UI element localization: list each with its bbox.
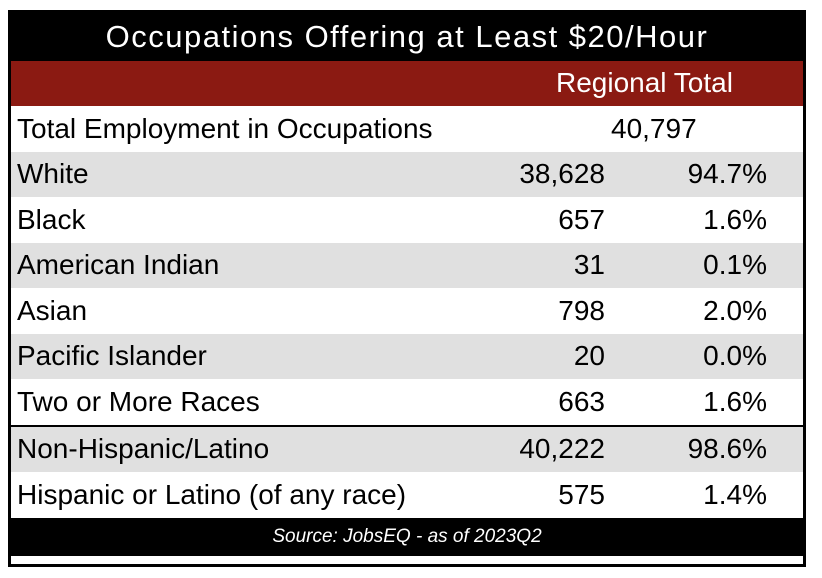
row-total-value: 40,797: [611, 112, 697, 144]
table-row: White 38,628 94.7%: [11, 151, 803, 197]
row-count: 20: [573, 340, 605, 372]
row-percent: 1.6%: [703, 203, 767, 235]
table-row: American Indian 31 0.1%: [11, 242, 803, 288]
row-label: Black: [17, 203, 86, 235]
table-row: Pacific Islander 20 0.0%: [11, 333, 803, 379]
table-subheader: Regional Total: [11, 61, 803, 106]
row-label: Total Employment in Occupations: [17, 112, 433, 144]
row-label: Pacific Islander: [17, 340, 207, 372]
row-label: Asian: [17, 294, 88, 326]
row-label: Non-Hispanic/Latino: [17, 433, 270, 465]
row-count: 657: [558, 203, 605, 235]
table-row-total: Total Employment in Occupations 40,797: [11, 106, 803, 152]
row-label: White: [17, 158, 89, 190]
table-title: Occupations Offering at Least $20/Hour: [11, 13, 803, 61]
table-row: Non-Hispanic/Latino 40,222 98.6%: [11, 424, 803, 472]
table-row: Black 657 1.6%: [11, 197, 803, 243]
table-row: Hispanic or Latino (of any race) 575 1.4…: [11, 472, 803, 518]
occupations-table: Occupations Offering at Least $20/Hour R…: [8, 10, 806, 567]
row-percent: 98.6%: [687, 433, 767, 465]
row-label: Hispanic or Latino (of any race): [17, 478, 407, 510]
row-count: 663: [558, 385, 605, 417]
row-percent: 0.0%: [703, 340, 767, 372]
row-percent: 1.6%: [703, 385, 767, 417]
row-label: American Indian: [17, 249, 220, 281]
table-row: Two or More Races 663 1.6%: [11, 379, 803, 425]
row-count: 798: [558, 294, 605, 326]
source-footer: Source: JobsEQ - as of 2023Q2: [11, 517, 803, 556]
table-row: Asian 798 2.0%: [11, 288, 803, 334]
row-count: 38,628: [519, 158, 605, 190]
row-percent: 0.1%: [703, 249, 767, 281]
row-count: 575: [558, 478, 605, 510]
row-percent: 2.0%: [703, 294, 767, 326]
row-percent: 94.7%: [687, 158, 767, 190]
regional-total-header: Regional Total: [556, 67, 733, 98]
row-percent: 1.4%: [703, 478, 767, 510]
row-count: 31: [573, 249, 605, 281]
row-count: 40,222: [519, 433, 605, 465]
row-label: Two or More Races: [17, 385, 260, 417]
